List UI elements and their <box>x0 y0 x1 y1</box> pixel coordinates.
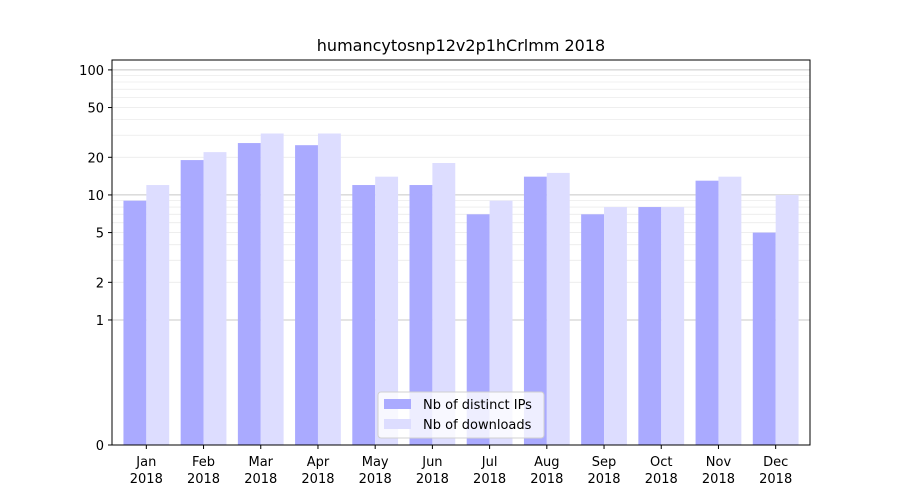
bar-downloads <box>604 207 627 445</box>
bar-downloads <box>203 152 227 445</box>
y-tick-label: 100 <box>79 64 104 79</box>
bar-downloads <box>317 133 341 445</box>
y-tick-label: 5 <box>96 227 104 242</box>
bar-downloads <box>146 185 170 445</box>
bar-downloads <box>432 163 456 445</box>
axes: 0 1 2 5 10 20 50 100 Jan 2018 Feb 2018 Mar 2018 Apr 201… <box>79 59 811 487</box>
x-tick-label: Jun 2018 <box>416 455 449 487</box>
y-tick-label: 10 <box>87 189 104 204</box>
x-tick-label: Sep 2018 <box>587 455 620 487</box>
x-tick-label: May 2018 <box>359 455 392 487</box>
x-tick-label: Nov 2018 <box>702 455 735 487</box>
bar-distinct-ips <box>295 145 318 445</box>
bar-distinct-ips <box>581 214 605 445</box>
y-tick-label: 1 <box>96 314 104 329</box>
bar-distinct-ips <box>466 214 490 445</box>
y-tick-label: 2 <box>96 276 104 291</box>
x-tick-label: Apr 2018 <box>301 455 334 487</box>
bar-distinct-ips <box>180 160 204 445</box>
bar-downloads <box>775 194 799 445</box>
x-tick-label: Feb 2018 <box>187 455 220 487</box>
bar-downloads <box>489 200 513 445</box>
y-tick-label: 0 <box>96 439 104 454</box>
legend-swatch-downloads <box>384 419 411 429</box>
bar-downloads <box>260 133 284 445</box>
x-tick-label: Aug 2018 <box>530 455 563 487</box>
x-tick-label: Oct 2018 <box>645 455 678 487</box>
legend-label-distinct-ips: Nb of distinct IPs <box>423 398 532 413</box>
legend-box <box>377 391 545 439</box>
bar-downloads <box>661 207 685 445</box>
bar-distinct-ips <box>523 176 547 445</box>
bar-distinct-ips <box>752 232 776 445</box>
y-tick-label: 20 <box>87 151 104 166</box>
plot-frame <box>111 59 811 446</box>
bar-distinct-ips <box>409 185 433 445</box>
legend-swatch-distinct-ips <box>384 399 411 409</box>
x-tick-label: Jan 2018 <box>130 455 163 487</box>
bar-distinct-ips <box>237 143 261 445</box>
bars <box>123 133 799 445</box>
bar-distinct-ips <box>695 180 719 445</box>
bar-distinct-ips <box>352 185 376 445</box>
x-tick-label: Mar 2018 <box>244 455 277 487</box>
bar-distinct-ips <box>123 200 147 445</box>
bar-downloads <box>375 176 399 445</box>
bar-downloads <box>546 172 570 445</box>
x-tick-label: Dec 2018 <box>759 455 792 487</box>
legend: Nb of distinct IPs Nb of downloads <box>377 391 545 439</box>
y-tick-label: 50 <box>87 102 104 117</box>
legend-label-downloads: Nb of downloads <box>423 418 532 433</box>
grid <box>112 69 810 321</box>
bar-distinct-ips <box>638 207 662 445</box>
bar-downloads <box>718 176 742 445</box>
x-tick-label: Jul 2018 <box>473 455 506 487</box>
chart-title: humancytosnp12v2p1hCrlmm 2018 <box>317 36 605 55</box>
